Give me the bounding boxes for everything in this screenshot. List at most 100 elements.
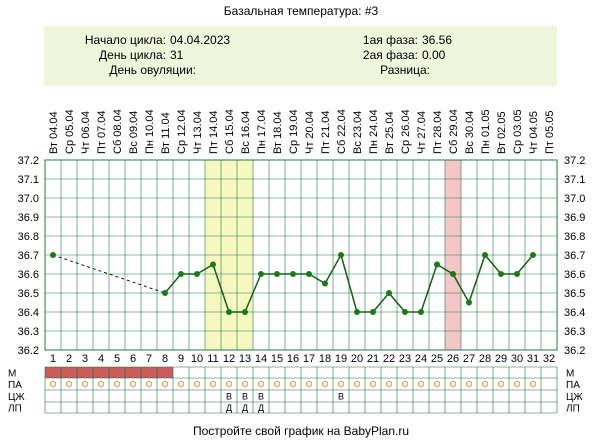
phase1-value: 36.56 [422,33,452,47]
temperature-point [514,271,520,277]
lp-mark: Д [258,403,264,413]
y-tick-label-right: 37.2 [564,155,585,167]
footer-text: Постройте свой график на BabyPlan.ru [193,424,409,438]
temperature-point [338,252,344,258]
date-label: Вс 09.04 [128,111,140,154]
temperature-gap-segment [52,254,166,294]
x-tick-label: 19 [335,353,347,365]
x-tick-label: 32 [543,353,555,365]
date-label: Вт 11.04 [160,112,172,154]
menstruation-cell [125,367,141,378]
x-tick-label: 10 [191,353,203,365]
chart-title: Базальная температура: #3 [224,4,379,18]
date-label: Ср 03.05 [512,109,524,154]
date-label: Пт 07.04 [96,110,108,154]
date-label: Пт 21.04 [320,110,332,154]
y-tick-label-left: 37.1 [18,174,39,186]
pa-marker [81,380,89,388]
temperature-point [162,290,168,296]
y-tick-label-right: 36.7 [564,250,585,262]
temperature-point [370,309,376,315]
temperature-point [354,309,360,315]
x-tick-label: 17 [303,353,315,365]
date-label: Чт 04.05 [528,111,540,154]
grid-layer [44,159,558,351]
date-label: Пт 28.04 [432,110,444,154]
x-tick-label: 26 [447,353,459,365]
row-label-right: ПА [566,380,580,391]
y-tick-label-left: 36.2 [18,345,39,357]
date-labels: Вт 04.04 Ср 05.04 Чт 06.04 Пт 07.04 Сб 08.04… [48,109,556,154]
y-tick-label-right: 37.1 [564,174,585,186]
temperature-point [50,252,56,258]
temperature-segment [196,263,214,275]
temperature-segment [420,264,438,313]
date-label: Вс 23.04 [352,111,364,154]
x-tick-label: 11 [207,353,218,365]
date-label: Пт 05.05 [544,110,556,154]
y-axis-labels: 36.2 36.2 36.3 36.3 36.4 36.4 36.5 36.5 36.6 36.6… [18,155,586,357]
temperature-point [258,271,264,277]
cervical-mark: В [242,392,248,402]
temperature-point [274,271,280,277]
temperature-point [322,280,328,287]
date-label: Вс 30.04 [464,111,476,154]
temperature-point [466,299,472,306]
temperature-point [530,252,536,258]
temperature-point [402,309,408,315]
x-tick-label: 21 [367,353,379,365]
pa-marker [529,380,537,388]
row-label-left: ЛП [8,404,22,415]
x-tick-label: 24 [415,353,427,365]
cycle-day-value: 31 [170,48,184,62]
pa-marker [273,380,281,388]
ovulation-day-label: День овуляции: [109,63,196,77]
temperature-point [290,271,296,277]
temperature-segment [308,273,326,285]
temperature-point [178,271,184,277]
pa-marker [465,380,473,388]
pa-marker [97,380,105,388]
date-label: Чт 13.04 [192,111,204,154]
x-tick-label: 29 [495,353,507,365]
date-label: Вт 18.04 [272,111,284,154]
y-tick-label-right: 36.6 [564,269,585,281]
date-label: Сб 15.04 [224,109,236,154]
row-label-left: ПА [8,380,22,391]
pa-marker [225,380,233,388]
date-label: Ср 12.04 [176,109,188,154]
date-label: Пн 01.05 [480,109,492,154]
temperature-point [498,271,504,277]
lp-mark: Д [242,403,248,413]
x-tick-label: 5 [114,353,120,365]
x-tick-label: 16 [287,353,299,365]
x-tick-label: 3 [82,353,88,365]
temperature-segment [324,254,342,284]
phase2-label: 2ая фаза: [363,48,418,62]
pa-marker [209,380,217,388]
row-label-left: М [8,369,16,380]
temperature-segment [212,264,230,313]
pa-marker [161,380,169,388]
x-tick-label: 8 [162,353,168,365]
temperature-segment [436,263,454,275]
pa-marker [145,380,153,388]
temperature-segment [516,254,534,275]
y-tick-label-right: 36.4 [564,307,585,319]
y-tick-label-right: 36.8 [564,231,585,243]
y-tick-label-right: 36.2 [564,345,585,357]
temperature-segment [484,254,502,275]
x-tick-label: 12 [223,353,235,365]
temperature-point [482,252,488,258]
y-tick-label-left: 37.0 [18,193,39,205]
x-axis-day-numbers: 1 2 3 4 5 6 7 8 9 10 11 12 13 14 15 16 17 18 19 20 21 22 23 24 2… [50,353,555,365]
date-label: Пт 14.04 [208,110,220,154]
y-tick-label-left: 36.5 [18,288,39,300]
cervical-mark: В [338,392,344,402]
date-label: Пн 10.04 [144,109,156,154]
y-tick-label-left: 36.7 [18,250,39,262]
date-label: Вт 04.04 [48,111,60,154]
cycle-start-value: 04.04.2023 [170,33,230,47]
